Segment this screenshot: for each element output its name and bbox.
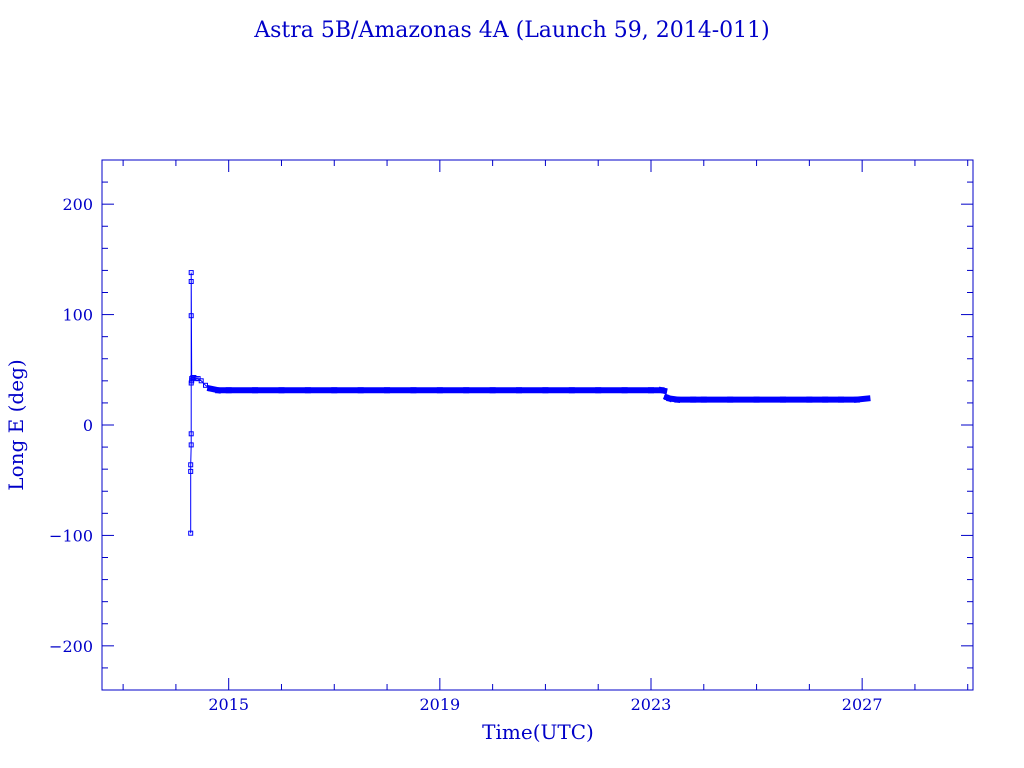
data-point (188, 462, 194, 468)
y-tick-label: 100 (62, 306, 93, 325)
data-point (516, 387, 522, 393)
chart-title: Astra 5B/Amazonas 4A (Launch 59, 2014-01… (253, 18, 769, 43)
x-tick-label: 2019 (419, 695, 460, 714)
data-point (305, 387, 311, 393)
data-point (727, 397, 733, 403)
data-point (279, 387, 284, 393)
data-point (463, 387, 469, 393)
data-point (661, 388, 667, 394)
data-point (198, 378, 204, 384)
data-point (806, 397, 812, 403)
data-series (188, 270, 871, 536)
data-point (188, 313, 194, 319)
data-point (215, 387, 221, 393)
data-point (690, 397, 696, 403)
data-point (701, 397, 707, 403)
x-axis-label: Time(UTC) (482, 720, 594, 744)
y-axis-label: Long E (deg) (4, 359, 28, 490)
y-tick-label: −200 (49, 637, 93, 656)
data-point (410, 387, 416, 393)
data-point (864, 396, 870, 401)
series-line (190, 272, 868, 534)
data-point (595, 387, 601, 393)
y-tick-label: 0 (83, 416, 93, 435)
data-point (674, 397, 680, 403)
data-point (490, 387, 496, 393)
data-point (207, 386, 213, 392)
data-point (542, 387, 548, 393)
data-point (188, 279, 194, 284)
data-point (188, 270, 194, 276)
data-point (188, 530, 194, 536)
x-tick-label: 2023 (631, 695, 672, 714)
data-point (667, 396, 672, 401)
data-point (252, 387, 258, 393)
data-point (754, 397, 760, 403)
data-point (226, 387, 232, 393)
axis-ticks (102, 159, 973, 691)
data-point (780, 397, 786, 403)
data-point (659, 387, 665, 393)
data-point (188, 468, 194, 474)
data-point (838, 397, 844, 403)
y-tick-label: −100 (49, 526, 93, 545)
data-point (188, 442, 194, 448)
y-tick-label: 200 (62, 195, 93, 214)
plot-frame (101, 159, 974, 691)
data-point (188, 431, 194, 437)
data-point (437, 387, 443, 393)
axis-tick-labels: 2015 2019 2023 2027 −200 −100 0 100 200 (49, 195, 882, 714)
x-tick-label: 2027 (842, 695, 883, 714)
data-point (822, 397, 828, 403)
data-point (622, 387, 628, 393)
data-point (331, 387, 337, 393)
data-point (203, 382, 208, 388)
data-point (664, 394, 670, 400)
data-point (569, 387, 575, 393)
data-point (854, 397, 860, 403)
data-point (384, 387, 390, 393)
x-tick-label: 2015 (208, 695, 249, 714)
data-point (648, 387, 654, 393)
data-point (358, 387, 364, 393)
